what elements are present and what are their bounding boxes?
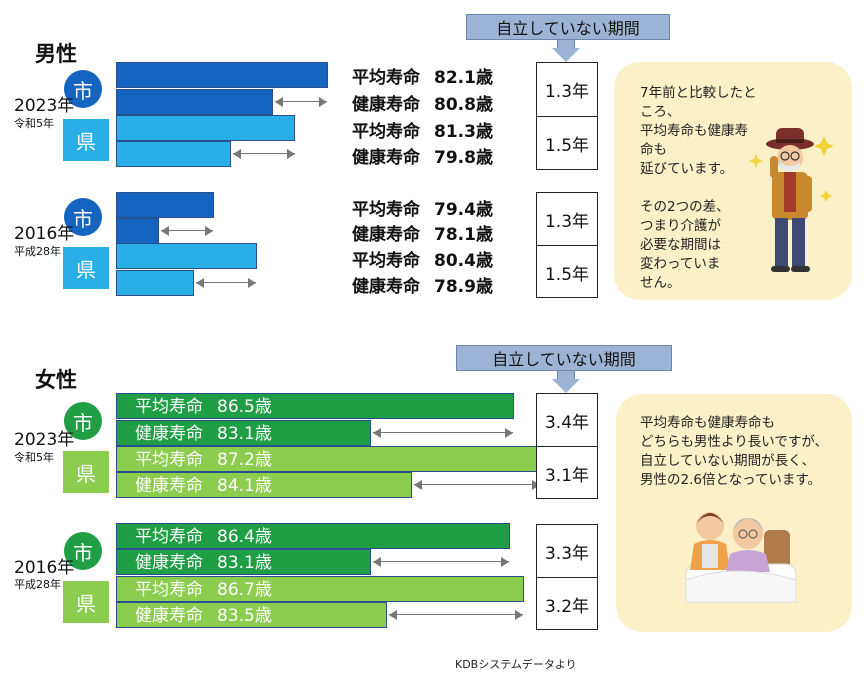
gap-value: 3.3年	[537, 525, 597, 578]
source-note: KDBシステムデータより	[455, 658, 577, 671]
bar-healthy-pref-2016	[116, 270, 194, 296]
bar-healthy-city-2016: 健康寿命 83.1歳	[116, 549, 371, 575]
year-label: 2023年	[14, 430, 75, 450]
badge-city: 市	[64, 70, 102, 108]
era-label: 平成28年	[14, 245, 61, 258]
gap-arrow	[275, 97, 327, 107]
bar-healthy-pref-2016: 健康寿命 83.5歳	[116, 602, 387, 628]
bar-life-pref-2023	[116, 115, 295, 141]
bar-healthy-city-2016	[116, 218, 159, 244]
male-callout-arrow-head	[552, 48, 580, 62]
era-label: 令和5年	[14, 117, 54, 130]
bar-life-city-2023	[116, 62, 328, 88]
female-comment-text: 平均寿命も健康寿命も どちらも男性より長いですが、 自立していない期間が長く、 …	[640, 415, 829, 488]
bar-life-city-2023: 平均寿命 86.5歳	[116, 393, 514, 419]
male-comment-bubble	[614, 62, 852, 300]
badge-prefecture: 県	[62, 450, 110, 494]
gap-arrow	[414, 480, 540, 490]
value-label-healthy: 健康寿命 80.8歳	[352, 95, 493, 115]
gap-box: 1.3年 1.5年	[536, 62, 598, 170]
male-section-title: 男性	[35, 42, 77, 66]
badge-prefecture: 県	[62, 118, 110, 162]
male-callout-label: 自立していない期間	[466, 14, 670, 40]
badge-city: 市	[64, 198, 102, 236]
gap-arrow	[196, 278, 256, 288]
gap-arrow	[161, 226, 213, 236]
male-comment-text: 7年前と比較したところ、 平均寿命も健康寿命も 延びています。 その2つの差、 …	[640, 85, 757, 291]
value-label-life: 平均寿命 81.3歳	[352, 122, 493, 142]
male-callout-arrow-shaft	[557, 40, 575, 48]
gap-arrow	[373, 557, 509, 567]
value-label-life: 平均寿命 80.4歳	[352, 251, 493, 271]
badge-city: 市	[64, 532, 102, 570]
era-label: 令和5年	[14, 451, 54, 464]
gap-value: 3.2年	[544, 596, 590, 617]
gap-arrow	[233, 149, 295, 159]
value-label-healthy: 健康寿命 78.1歳	[352, 225, 493, 245]
gap-box: 3.3年 3.2年	[536, 524, 598, 630]
year-label: 2023年	[14, 96, 75, 116]
gap-arrow	[389, 610, 523, 620]
year-label: 2016年	[14, 224, 75, 244]
value-label-life: 平均寿命 79.4歳	[352, 200, 493, 220]
badge-city: 市	[64, 402, 102, 440]
gap-value: 1.5年	[544, 264, 590, 285]
gap-value: 1.5年	[544, 136, 590, 156]
gap-arrow	[373, 428, 513, 438]
gap-value: 1.3年	[537, 193, 597, 246]
badge-prefecture: 県	[62, 580, 110, 624]
bar-healthy-city-2023: 健康寿命 83.1歳	[116, 420, 371, 446]
female-callout-arrow-shaft	[557, 371, 575, 379]
bar-life-city-2016: 平均寿命 86.4歳	[116, 523, 510, 549]
bar-life-pref-2016: 平均寿命 86.7歳	[116, 576, 524, 602]
value-label-life: 平均寿命 82.1歳	[352, 68, 493, 88]
female-section-title: 女性	[35, 368, 77, 392]
bar-healthy-city-2023	[116, 89, 273, 115]
gap-value: 1.3年	[537, 63, 597, 117]
female-callout-arrow-head	[552, 379, 580, 393]
gap-value: 3.1年	[544, 465, 590, 486]
value-label-healthy: 健康寿命 79.8歳	[352, 148, 493, 168]
bar-healthy-pref-2023: 健康寿命 84.1歳	[116, 472, 412, 498]
value-label-healthy: 健康寿命 78.9歳	[352, 277, 493, 297]
bar-healthy-pref-2023	[116, 141, 231, 167]
gap-value: 3.4年	[537, 394, 597, 447]
caregiver-illustration	[685, 512, 797, 603]
elderly-man-illustration	[749, 128, 834, 272]
bar-life-pref-2023: 平均寿命 87.2歳	[116, 446, 541, 472]
gap-box: 1.3年 1.5年	[536, 192, 598, 298]
bar-life-city-2016	[116, 192, 214, 218]
female-callout-label: 自立していない期間	[456, 345, 672, 371]
bar-life-pref-2016	[116, 243, 257, 269]
year-label: 2016年	[14, 558, 75, 578]
era-label: 平成28年	[14, 578, 61, 591]
badge-prefecture: 県	[62, 246, 110, 290]
gap-box: 3.4年 3.1年	[536, 393, 598, 499]
